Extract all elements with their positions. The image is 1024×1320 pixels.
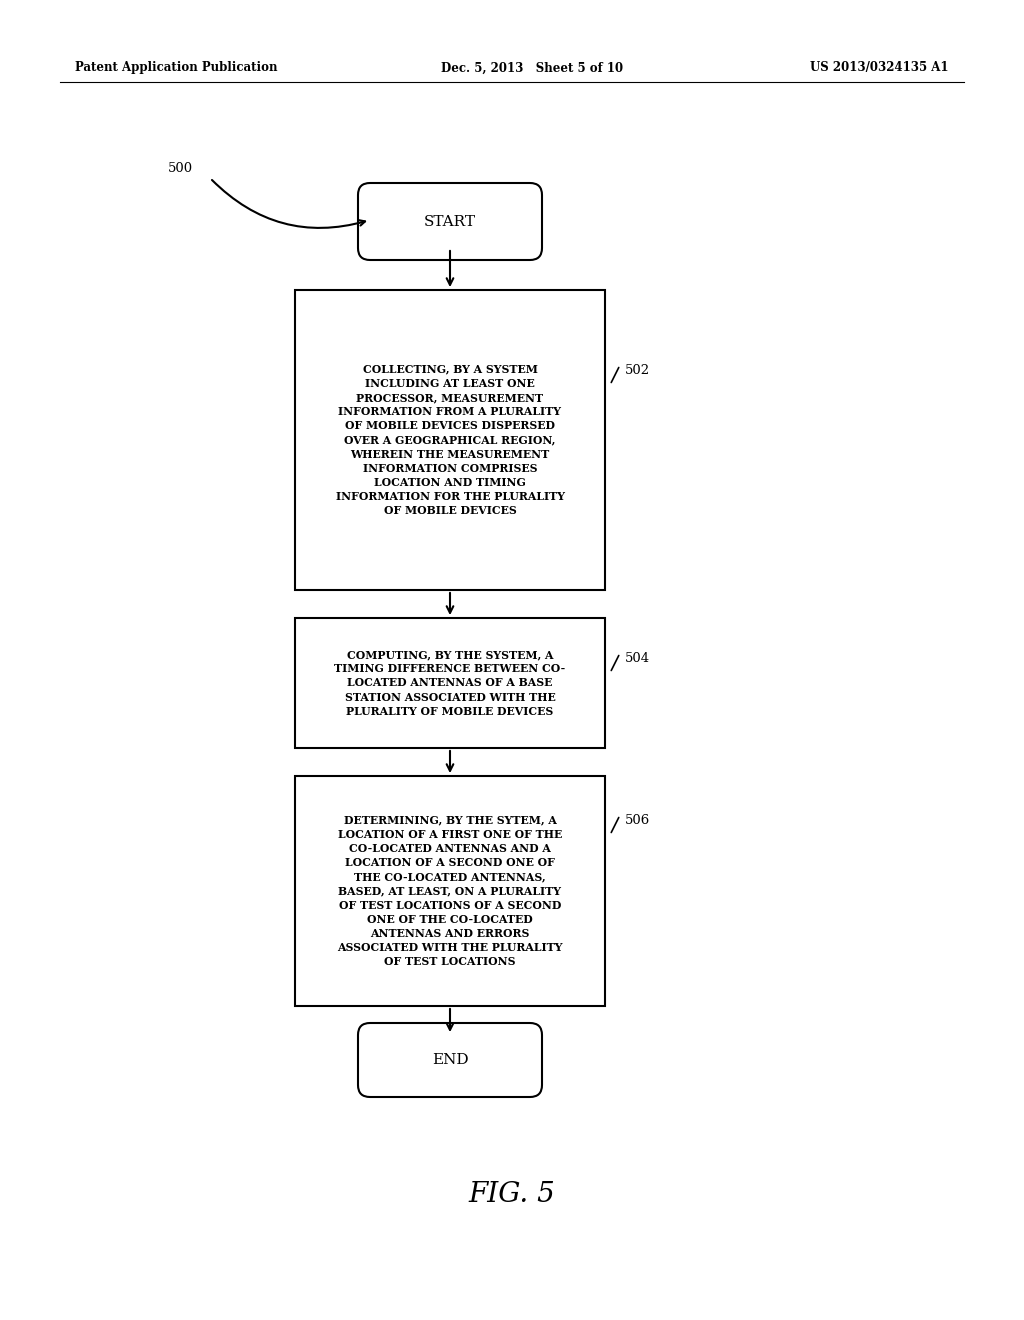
Text: END: END [432,1053,468,1067]
Text: DETERMINING, BY THE SYTEM, A
LOCATION OF A FIRST ONE OF THE
CO-LOCATED ANTENNAS : DETERMINING, BY THE SYTEM, A LOCATION OF… [337,814,563,968]
Text: 500: 500 [168,161,194,174]
FancyBboxPatch shape [295,618,605,748]
Text: COMPUTING, BY THE SYSTEM, A
TIMING DIFFERENCE BETWEEN CO-
LOCATED ANTENNAS OF A : COMPUTING, BY THE SYSTEM, A TIMING DIFFE… [335,649,565,717]
Text: 502: 502 [625,363,650,376]
Text: FIG. 5: FIG. 5 [469,1181,555,1209]
Text: Dec. 5, 2013   Sheet 5 of 10: Dec. 5, 2013 Sheet 5 of 10 [441,62,623,74]
Text: START: START [424,214,476,228]
FancyBboxPatch shape [358,1023,542,1097]
Text: 506: 506 [625,813,650,826]
FancyBboxPatch shape [295,290,605,590]
FancyBboxPatch shape [358,183,542,260]
Text: COLLECTING, BY A SYSTEM
INCLUDING AT LEAST ONE
PROCESSOR, MEASUREMENT
INFORMATIO: COLLECTING, BY A SYSTEM INCLUDING AT LEA… [336,364,564,516]
Text: 504: 504 [625,652,650,664]
Text: US 2013/0324135 A1: US 2013/0324135 A1 [811,62,949,74]
FancyBboxPatch shape [295,776,605,1006]
Text: Patent Application Publication: Patent Application Publication [75,62,278,74]
